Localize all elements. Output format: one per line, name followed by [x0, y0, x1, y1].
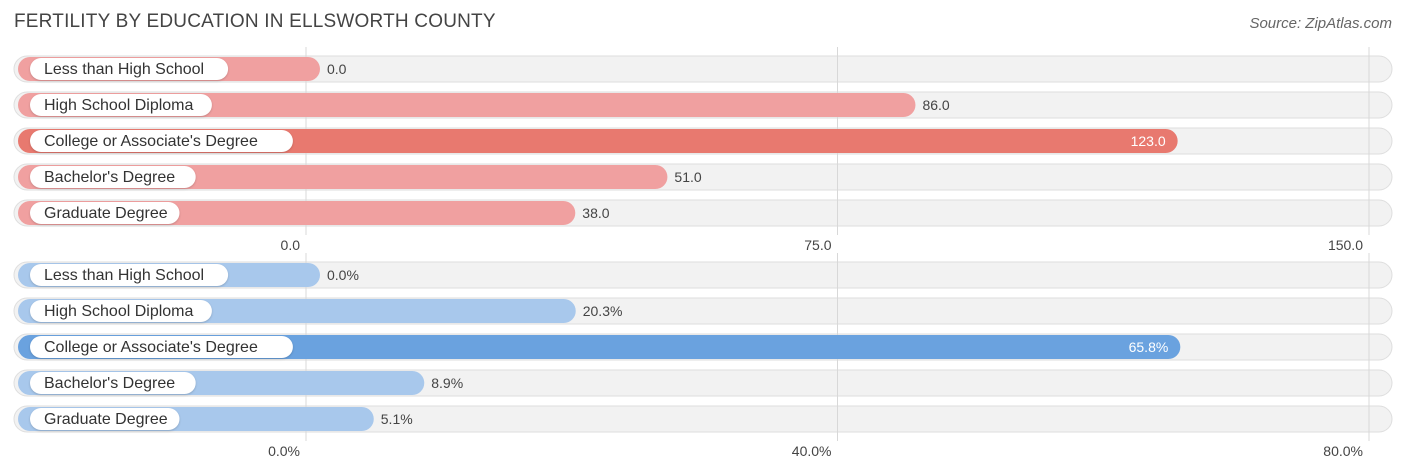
value-label: 86.0	[922, 97, 949, 113]
value-label: 65.8%	[1129, 339, 1169, 355]
category-label-bg	[30, 58, 229, 80]
category-label: High School Diploma	[44, 303, 194, 320]
category-label: Bachelor's Degree	[44, 169, 175, 186]
x-tick-label: 0.0%	[268, 443, 300, 459]
category-label-bg	[30, 336, 293, 358]
value-label: 123.0	[1131, 133, 1166, 149]
bar	[18, 93, 916, 117]
value-label: 0.0%	[327, 267, 359, 283]
bar	[18, 129, 1178, 153]
x-tick-label: 40.0%	[792, 443, 832, 459]
x-tick-label: 0.0	[281, 237, 301, 253]
category-label: High School Diploma	[44, 97, 194, 114]
x-tick-label: 75.0	[804, 237, 831, 253]
category-label-bg	[30, 372, 196, 394]
category-label: Graduate Degree	[44, 411, 168, 428]
value-label: 5.1%	[381, 411, 413, 427]
value-label: 8.9%	[431, 375, 463, 391]
value-label: 51.0	[674, 169, 701, 185]
x-tick-label: 80.0%	[1323, 443, 1363, 459]
category-label-bg	[30, 202, 180, 224]
category-label: College or Associate's Degree	[44, 339, 258, 356]
category-label: Less than High School	[44, 267, 204, 284]
value-label: 38.0	[582, 205, 609, 221]
category-label: College or Associate's Degree	[44, 133, 258, 150]
category-label-bg	[30, 94, 212, 116]
category-label-bg	[30, 166, 196, 188]
category-label-bg	[30, 264, 229, 286]
chart-title: FERTILITY BY EDUCATION IN ELLSWORTH COUN…	[14, 11, 496, 32]
bar	[18, 335, 1181, 359]
category-label: Graduate Degree	[44, 205, 168, 222]
x-tick-label: 150.0	[1328, 237, 1363, 253]
category-label: Less than High School	[44, 61, 204, 78]
category-label-bg	[30, 408, 180, 430]
bar-track	[13, 261, 1393, 289]
chart-source: Source: ZipAtlas.com	[1249, 15, 1392, 32]
category-label-bg	[30, 130, 293, 152]
category-label: Bachelor's Degree	[44, 375, 175, 392]
value-label: 20.3%	[583, 303, 623, 319]
category-label-bg	[30, 300, 212, 322]
bar-track	[13, 55, 1393, 83]
value-label: 0.0	[327, 61, 347, 77]
